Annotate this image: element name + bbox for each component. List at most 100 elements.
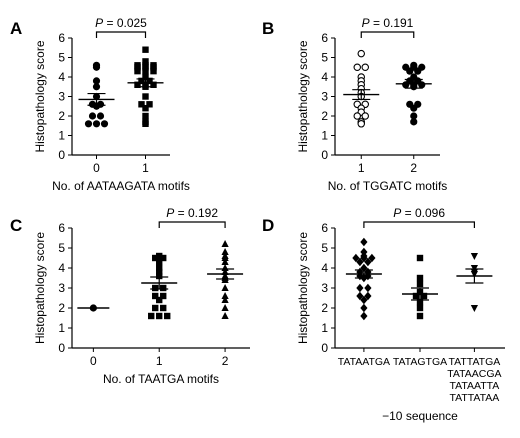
data-point bbox=[142, 112, 149, 120]
x-axis-title: No. of AATAAGATA motifs bbox=[52, 179, 190, 193]
data-point bbox=[402, 81, 410, 89]
data-point bbox=[160, 254, 167, 262]
data-point bbox=[357, 120, 365, 128]
data-point bbox=[156, 258, 163, 266]
data-point bbox=[142, 46, 149, 53]
y-tick-label: 5 bbox=[321, 241, 328, 255]
y-tick-label: 6 bbox=[58, 221, 65, 235]
data-point bbox=[150, 81, 157, 88]
data-point bbox=[357, 49, 365, 58]
data-point bbox=[150, 64, 157, 71]
x-tick-label: 0 bbox=[93, 161, 100, 175]
x-axis-title: −10 sequence bbox=[382, 409, 458, 423]
data-point bbox=[361, 112, 369, 120]
data-point bbox=[470, 253, 478, 260]
y-tick-label: 5 bbox=[321, 51, 328, 65]
y-axis-title: Histopathology score bbox=[296, 232, 310, 344]
data-point bbox=[360, 303, 368, 313]
y-tick-label: 2 bbox=[321, 301, 328, 315]
y-axis-title: Histopathology score bbox=[33, 232, 47, 344]
y-tick-label: 4 bbox=[321, 70, 328, 84]
y-tick-label: 4 bbox=[58, 261, 65, 275]
data-point bbox=[221, 292, 229, 299]
data-point bbox=[416, 298, 424, 306]
data-point bbox=[142, 105, 149, 112]
data-point bbox=[352, 253, 360, 263]
data-point bbox=[412, 292, 420, 300]
data-point bbox=[152, 284, 159, 292]
panel-label: B bbox=[262, 19, 274, 38]
data-point bbox=[100, 120, 109, 128]
y-tick-label: 1 bbox=[321, 321, 328, 335]
significance-bracket bbox=[360, 31, 415, 38]
y-tick-label: 2 bbox=[321, 109, 328, 123]
data-point bbox=[356, 257, 364, 267]
data-point bbox=[152, 254, 159, 262]
y-tick-label: 3 bbox=[58, 281, 65, 295]
y-tick-label: 2 bbox=[58, 301, 65, 315]
y-tick-label: 3 bbox=[58, 90, 65, 104]
data-point bbox=[160, 304, 167, 312]
data-point bbox=[134, 67, 141, 75]
data-point bbox=[360, 237, 368, 247]
x-tick-label: 0 bbox=[90, 354, 97, 368]
y-axis-title: Histopathology score bbox=[296, 40, 310, 152]
x-tick-label: TATTATGA bbox=[449, 356, 501, 368]
data-point bbox=[156, 312, 163, 320]
data-point bbox=[142, 58, 149, 65]
data-point bbox=[156, 264, 163, 272]
significance-bracket bbox=[158, 221, 226, 228]
y-tick-label: 3 bbox=[321, 281, 328, 295]
x-tick-label: TATTATAA bbox=[450, 392, 500, 404]
significance-bracket bbox=[95, 31, 147, 38]
x-tick-label: TATAACGA bbox=[447, 368, 501, 380]
data-point bbox=[142, 73, 149, 81]
data-point bbox=[470, 305, 478, 312]
data-point bbox=[156, 296, 163, 304]
data-point bbox=[410, 104, 418, 112]
data-point bbox=[353, 112, 361, 120]
data-point bbox=[364, 291, 372, 301]
x-axis-title: No. of TGGATC motifs bbox=[328, 179, 448, 193]
x-tick-label: TATAATGA bbox=[338, 356, 390, 368]
y-tick-label: 0 bbox=[321, 341, 328, 355]
y-tick-label: 0 bbox=[58, 148, 65, 162]
y-tick-label: 6 bbox=[321, 221, 328, 235]
data-point bbox=[92, 77, 101, 85]
data-point bbox=[356, 291, 364, 301]
data-point bbox=[416, 304, 424, 312]
x-tick-label: 2 bbox=[222, 354, 229, 368]
data-point bbox=[160, 284, 167, 292]
data-point bbox=[88, 112, 97, 120]
data-point bbox=[360, 263, 368, 273]
data-point bbox=[364, 283, 372, 293]
data-point bbox=[221, 248, 229, 255]
panel-label: C bbox=[10, 216, 22, 235]
x-tick-label: 1 bbox=[358, 161, 365, 175]
x-tick-label: 1 bbox=[156, 354, 163, 368]
data-point bbox=[152, 292, 159, 300]
data-point bbox=[414, 67, 422, 75]
data-point bbox=[221, 284, 229, 291]
data-point bbox=[142, 93, 149, 100]
data-point bbox=[142, 64, 149, 71]
data-point bbox=[360, 311, 368, 321]
p-value-label: P = 0.025 bbox=[95, 16, 147, 30]
x-tick-label: TATAGTGA bbox=[393, 356, 447, 368]
data-point bbox=[368, 253, 376, 263]
data-point bbox=[142, 120, 149, 127]
data-point bbox=[360, 253, 368, 263]
y-tick-label: 5 bbox=[58, 241, 65, 255]
p-value-label: P = 0.192 bbox=[166, 206, 218, 220]
panel-label: D bbox=[262, 216, 274, 235]
data-point bbox=[160, 292, 167, 300]
data-point bbox=[152, 304, 159, 312]
data-point bbox=[96, 112, 105, 120]
data-point bbox=[416, 254, 424, 262]
data-point bbox=[92, 102, 101, 110]
data-point bbox=[416, 280, 424, 288]
significance-bracket bbox=[363, 221, 475, 228]
data-point bbox=[142, 67, 149, 75]
